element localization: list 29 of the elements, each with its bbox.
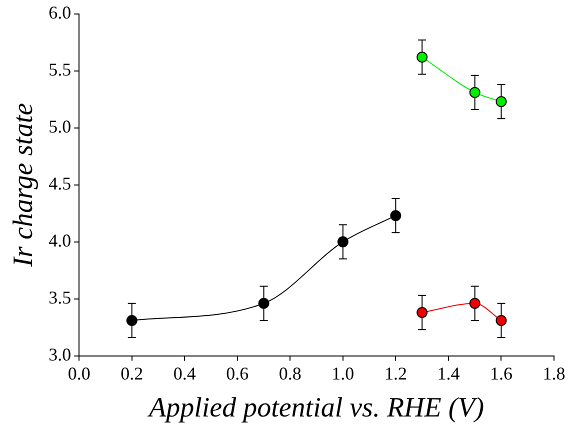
point xyxy=(390,210,402,222)
y-tick-label: 4.5 xyxy=(48,174,72,194)
y-tick-label: 4.0 xyxy=(48,230,72,251)
x-tick-label: 1.2 xyxy=(384,363,407,384)
x-tick-label: 0.8 xyxy=(278,363,302,384)
point xyxy=(496,96,507,108)
y-tick-label: 5.0 xyxy=(48,116,72,137)
point xyxy=(496,314,507,326)
x-tick-label: 0.0 xyxy=(68,363,90,384)
y-axis-title: Ir charge state xyxy=(8,102,40,268)
x-tick-label: 1.0 xyxy=(332,363,354,384)
point xyxy=(126,314,138,326)
x-tick-label: 0.6 xyxy=(226,363,249,384)
x-tick-label: 1.8 xyxy=(542,363,566,384)
y-tick-label: 3.0 xyxy=(48,344,72,365)
point xyxy=(337,236,348,248)
x-tick-label: 1.4 xyxy=(437,363,460,384)
point xyxy=(416,52,428,63)
x-tick-label: 1.6 xyxy=(490,363,512,384)
point xyxy=(469,86,480,98)
y-tick-label: 5.5 xyxy=(48,60,72,80)
point xyxy=(469,298,480,309)
y-tick-label: 6.0 xyxy=(48,2,72,23)
x-tick-label: 0.4 xyxy=(173,363,196,384)
point xyxy=(416,306,428,318)
x-tick-label: 0.2 xyxy=(120,363,144,384)
point xyxy=(258,298,270,309)
y-tick-label: 3.5 xyxy=(48,288,72,308)
x-axis-title: Applied potential vs. RHE (V) xyxy=(146,392,484,424)
